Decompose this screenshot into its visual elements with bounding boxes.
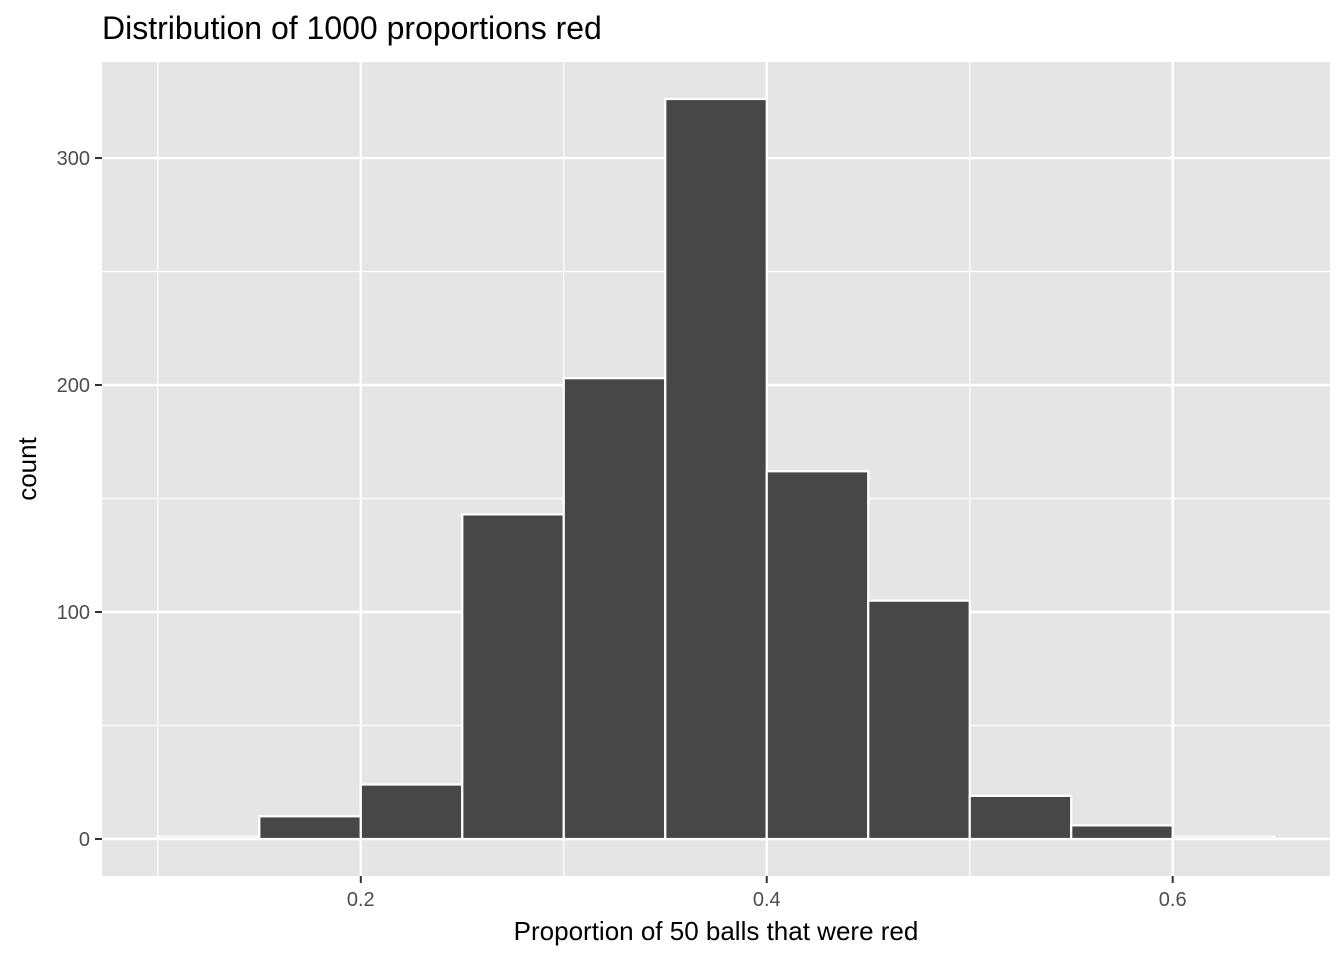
- histogram-bar: [867, 599, 971, 841]
- histogram-bar: [968, 794, 1073, 841]
- x-axis: 0.2 0.4 0.6: [347, 876, 1187, 911]
- y-tick-label: 100: [57, 602, 90, 624]
- x-axis-title: Proportion of 50 balls that were red: [514, 916, 919, 946]
- histogram-bar: [359, 783, 464, 841]
- x-tick-label: 0.6: [1159, 889, 1187, 911]
- x-tick-label: 0.2: [347, 889, 375, 911]
- chart-title: Distribution of 1000 proportions red: [102, 10, 602, 46]
- y-tick-label: 200: [57, 375, 90, 397]
- y-tick-label: 300: [57, 148, 90, 170]
- y-tick-label: 0: [79, 829, 90, 851]
- x-tick-label: 0.4: [753, 889, 781, 911]
- histogram-bars: [156, 97, 1276, 841]
- histogram-bar: [258, 815, 362, 841]
- histogram-bar: [461, 513, 565, 841]
- histogram-bar: [1070, 824, 1174, 841]
- y-axis-title: count: [12, 436, 42, 500]
- y-axis: 0 100 200 300: [57, 148, 102, 851]
- histogram-bar: [1171, 835, 1276, 841]
- histogram-bar: [156, 835, 261, 841]
- histogram-bar: [664, 97, 768, 841]
- histogram-bar: [765, 470, 870, 841]
- histogram-bar: [562, 377, 667, 841]
